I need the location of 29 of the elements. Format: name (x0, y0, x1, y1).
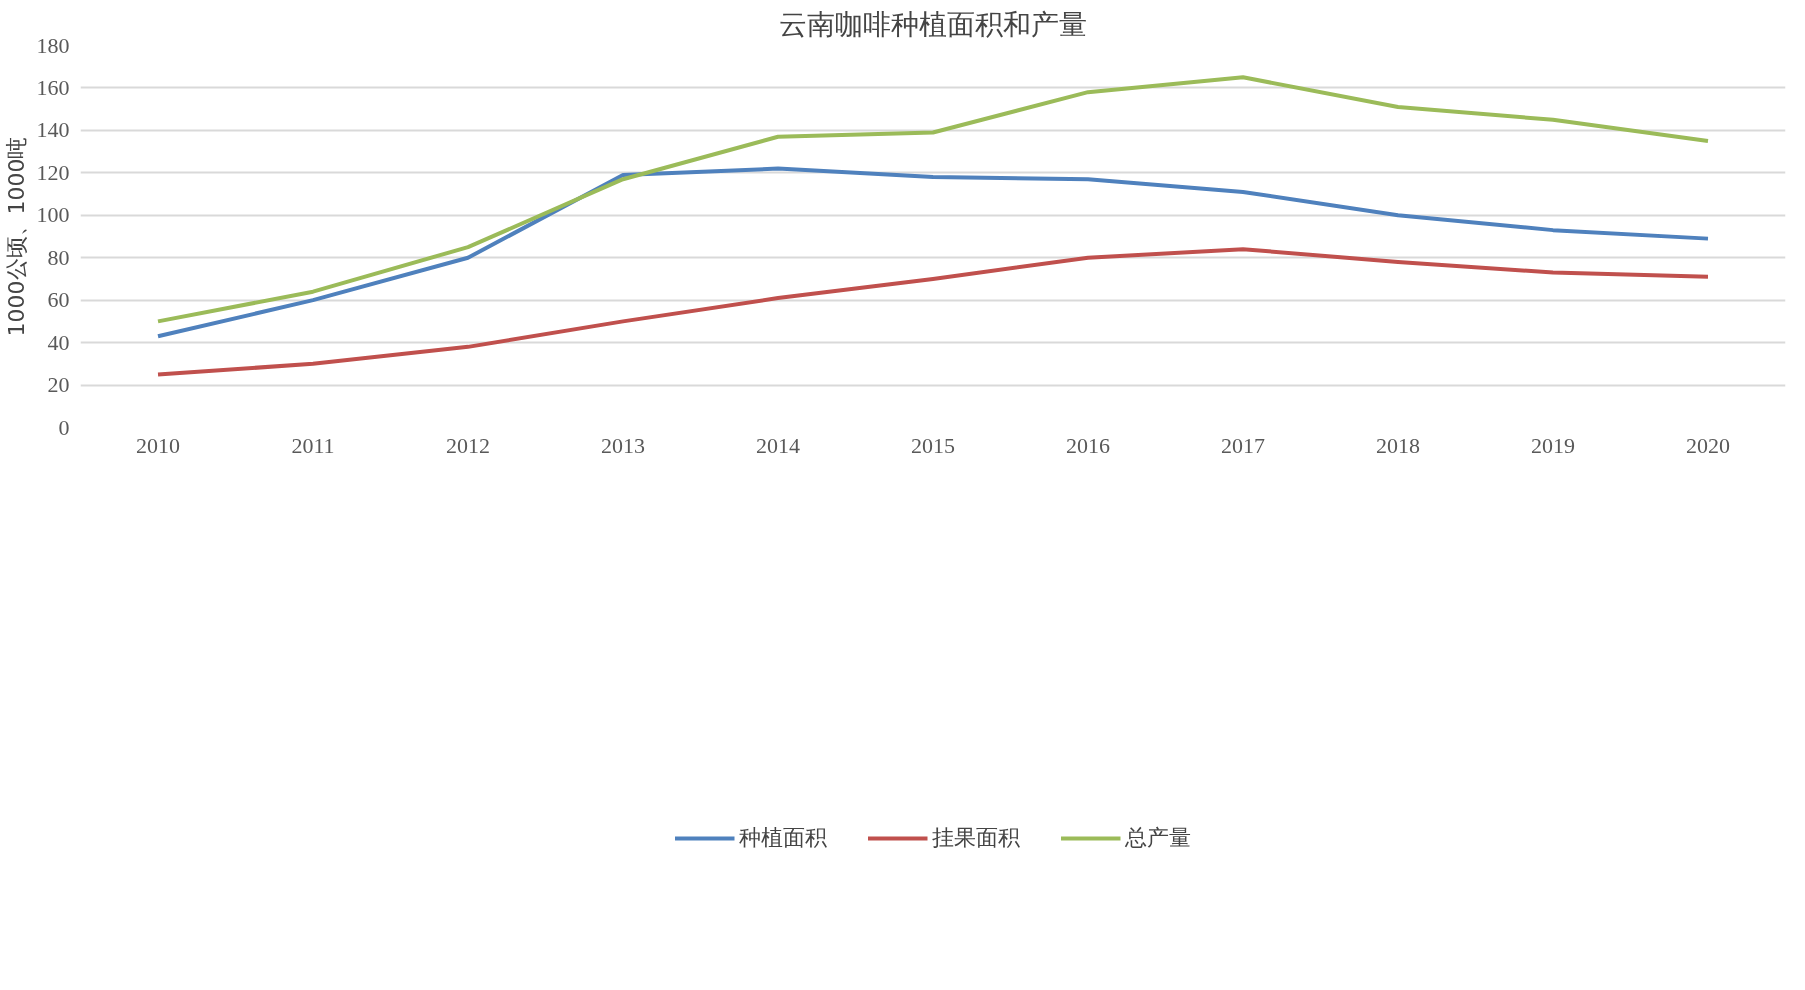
chart-title: 云南咖啡种植面积和产量 (779, 7, 1087, 41)
x-tick-label: 2017 (1221, 432, 1265, 458)
x-tick-label: 2012 (446, 432, 490, 458)
legend-label: 种植面积 (739, 823, 827, 852)
y-tick-label: 100 (36, 202, 70, 228)
y-tick-label: 0 (58, 414, 70, 440)
y-axis-title: 1000公顷、1000吨 (3, 136, 29, 337)
y-tick-label: 20 (47, 372, 70, 398)
y-tick-label: 40 (47, 329, 70, 355)
x-tick-label: 2014 (756, 432, 800, 458)
line-series (156, 166, 1710, 339)
y-tick-label: 80 (47, 244, 70, 270)
x-tick-label: 2010 (136, 432, 180, 458)
x-tick-label: 2020 (1686, 432, 1730, 458)
x-tick-label: 2015 (911, 432, 955, 458)
x-tick-label: 2019 (1531, 432, 1575, 458)
y-tick-label: 180 (36, 32, 70, 58)
line-series (156, 75, 1710, 324)
legend-label: 总产量 (1125, 823, 1191, 852)
y-tick-label: 120 (36, 159, 70, 185)
x-tick-label: 2016 (1066, 432, 1110, 458)
y-tick-label: 160 (36, 74, 70, 100)
y-tick-label: 140 (36, 117, 70, 143)
y-tick-label: 60 (47, 287, 70, 313)
x-tick-label: 2018 (1376, 432, 1420, 458)
x-tick-label: 2011 (291, 432, 335, 458)
line-series (156, 247, 1710, 377)
legend-label: 挂果面积 (932, 823, 1020, 852)
x-tick-label: 2013 (601, 432, 645, 458)
